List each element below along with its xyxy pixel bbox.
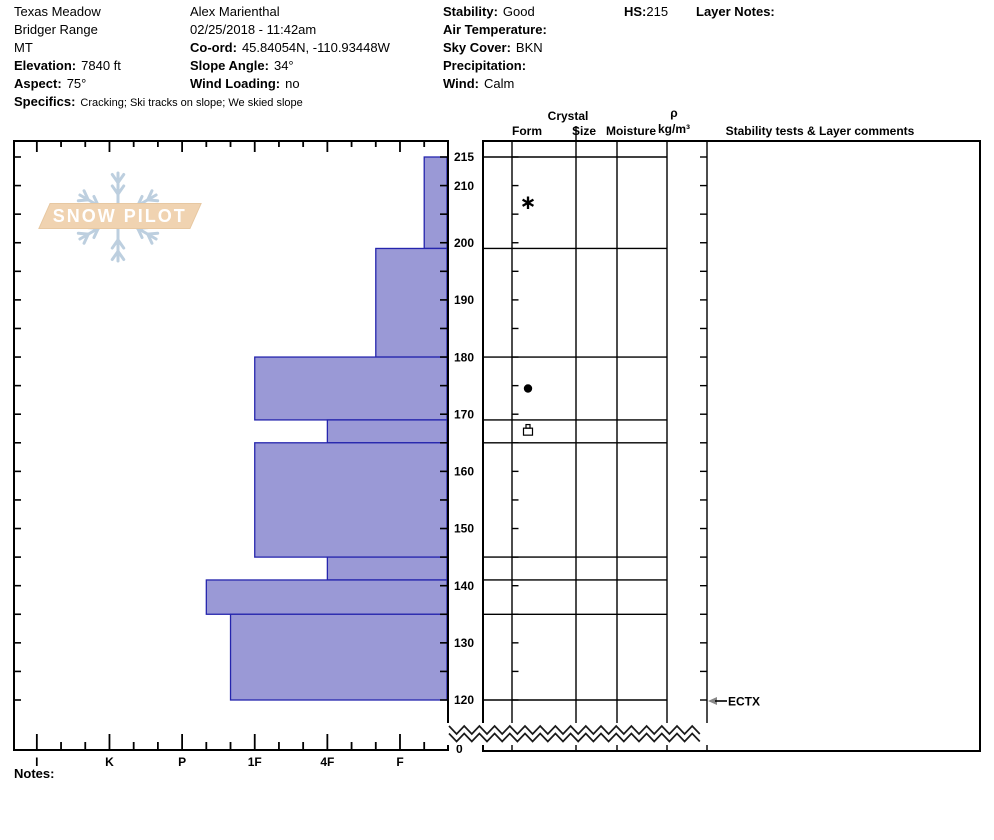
hardness-axis-label: I bbox=[35, 755, 38, 769]
snowflake-arm bbox=[110, 238, 120, 250]
depth-zero-label: 0 bbox=[456, 742, 463, 756]
wind-loading-line: Wind Loading: no bbox=[190, 76, 300, 91]
depth-label: 160 bbox=[454, 465, 474, 479]
elevation-line: Elevation: 7840 ft bbox=[14, 58, 121, 73]
slope-angle-line: Slope Angle: 34° bbox=[190, 58, 294, 73]
air-temperature-line: Air Temperature: bbox=[443, 22, 547, 37]
snowflake-arm bbox=[116, 184, 126, 196]
stability-tests-column-header: Stability tests & Layer comments bbox=[725, 124, 915, 138]
snowflake-arm bbox=[116, 249, 126, 262]
hardness-axis-label: 4F bbox=[320, 755, 334, 769]
density-unit-header: kg/m³ bbox=[657, 122, 690, 136]
grain-form-rounded-dot bbox=[523, 384, 533, 393]
axis-break-zigzag bbox=[448, 724, 701, 736]
snowflake-arm bbox=[110, 184, 120, 196]
form-column-header: Form bbox=[512, 124, 542, 138]
hardness-bar bbox=[375, 247, 448, 358]
grain-form-boxed-crystal bbox=[522, 427, 534, 436]
snowflake-arm bbox=[110, 249, 120, 262]
snowflake-arm bbox=[146, 198, 160, 203]
hardness-bar bbox=[205, 579, 448, 615]
snowflake-arm bbox=[82, 232, 90, 245]
specifics-line: Specifics: Cracking; Ski tracks on slope;… bbox=[14, 94, 303, 109]
size-column-header: Size bbox=[571, 124, 596, 138]
snowflake-arm bbox=[110, 172, 120, 185]
snowflake-arm bbox=[146, 231, 160, 236]
hardness-axis-label: 1F bbox=[248, 755, 262, 769]
right-panel-border bbox=[482, 140, 981, 752]
snowflake-arm bbox=[146, 189, 154, 202]
observation-datetime: 02/25/2018 - 11:42am bbox=[190, 22, 317, 37]
stability-line: Stability: Good bbox=[443, 4, 535, 19]
snowflake-arm bbox=[136, 226, 144, 240]
sky-cover-line: Sky Cover: BKN bbox=[443, 40, 543, 55]
snowflake-arm bbox=[82, 189, 90, 202]
snowflake-arm bbox=[116, 238, 126, 250]
hardness-axis-label: F bbox=[396, 755, 403, 769]
depth-label: 200 bbox=[454, 236, 474, 250]
state: MT bbox=[14, 40, 33, 55]
layer-notes-label: Layer Notes: bbox=[696, 4, 775, 19]
depth-label: 120 bbox=[454, 693, 474, 707]
snow-height-line: HS:215 bbox=[624, 4, 669, 19]
depth-label: 215 bbox=[454, 150, 474, 164]
hardness-bar bbox=[254, 442, 448, 558]
hardness-bar bbox=[229, 613, 448, 701]
density-rho-header: ρ bbox=[670, 106, 678, 120]
hardness-bar bbox=[423, 156, 448, 250]
snowflake-arm bbox=[116, 172, 126, 185]
snowflake-arm bbox=[76, 231, 90, 236]
ectx-arrow-head bbox=[708, 697, 717, 706]
depth-label: 130 bbox=[454, 636, 474, 650]
hardness-bar bbox=[254, 356, 448, 421]
hardness-axis-label: K bbox=[105, 755, 114, 769]
snowflake-arm bbox=[92, 226, 100, 240]
depth-label: 180 bbox=[454, 350, 474, 364]
grain-form-new-snow-star: ∗ bbox=[520, 190, 537, 214]
hardness-bar bbox=[326, 556, 448, 581]
aspect-line: Aspect: 75° bbox=[14, 76, 87, 91]
depth-label: 210 bbox=[454, 179, 474, 193]
snowflake-arm bbox=[76, 198, 90, 203]
depth-label: 170 bbox=[454, 407, 474, 421]
snowflake-arm bbox=[146, 232, 154, 245]
axis-break-zigzag bbox=[448, 732, 701, 743]
notes-label: Notes: bbox=[14, 766, 55, 781]
observer-name: Alex Marienthal bbox=[190, 4, 280, 19]
hardness-axis-label: P bbox=[178, 755, 186, 769]
mountain-range: Bridger Range bbox=[14, 22, 98, 37]
depth-label: 190 bbox=[454, 293, 474, 307]
grain-form-boxed-crystal-top bbox=[525, 423, 531, 429]
depth-label: 140 bbox=[454, 579, 474, 593]
depth-label: 150 bbox=[454, 522, 474, 536]
moisture-column-header: Moisture bbox=[605, 124, 656, 138]
ectx-annotation-text: ECTX bbox=[728, 695, 760, 709]
hardness-bar bbox=[326, 419, 448, 444]
precipitation-line: Precipitation: bbox=[443, 58, 527, 73]
crystal-column-header: Crystal bbox=[547, 109, 589, 123]
site-name: Texas Meadow bbox=[14, 4, 101, 19]
wind-line: Wind: Calm bbox=[443, 76, 515, 91]
coordinates-line: Co-ord: 45.84054N, -110.93448W bbox=[190, 40, 390, 55]
